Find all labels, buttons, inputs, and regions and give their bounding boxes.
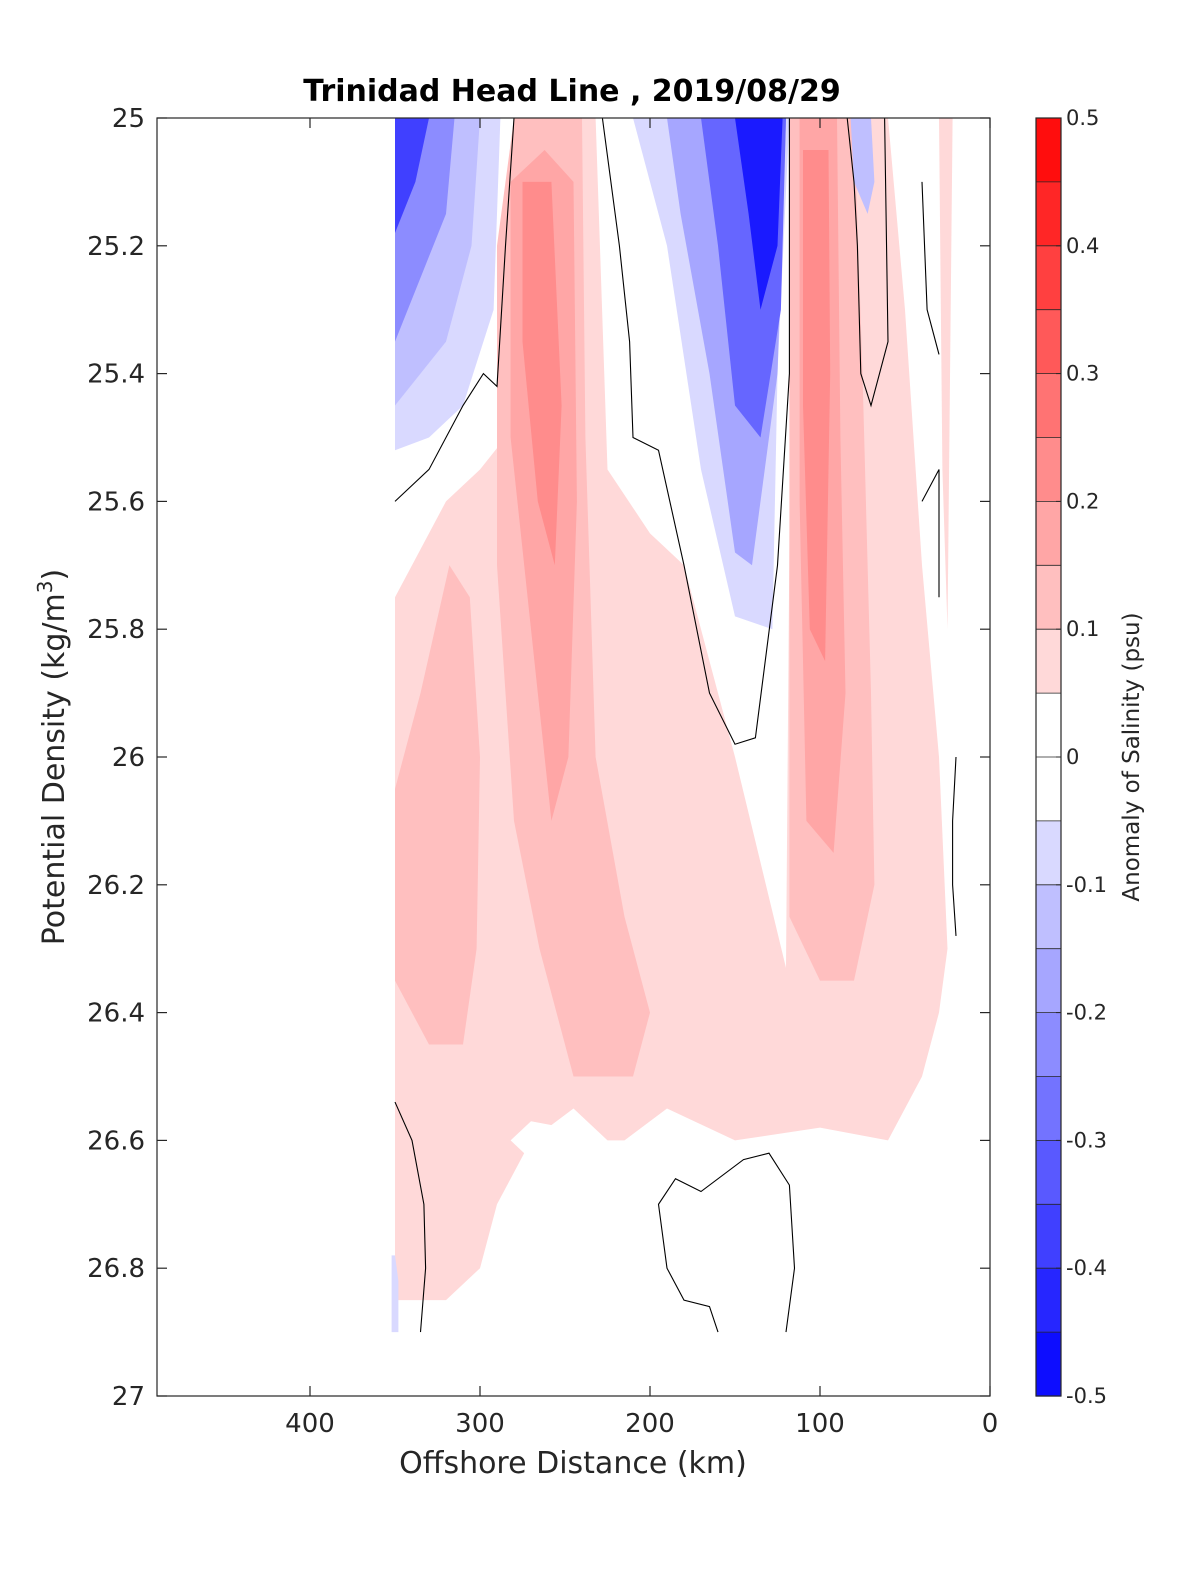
colorbar-band — [1036, 693, 1061, 758]
colorbar-band — [1036, 373, 1061, 439]
y-axis: 25 25.2 25.4 25.6 25.8 26 26.2 26.4 26.6 26.8 27 — [87, 104, 990, 1412]
salty-core-central-peak — [522, 181, 562, 566]
zero-contour-nearshore — [846, 117, 889, 408]
colorbar-band — [1036, 1140, 1061, 1205]
zero-contour-central — [601, 117, 790, 745]
zero-contour-deep-central — [657, 1152, 796, 1333]
y-tick-label: 25.8 — [87, 615, 145, 645]
y-axis-label: Potential Density (kg/m3) — [33, 569, 72, 945]
colorbar-band — [1036, 501, 1061, 566]
coastal-salty-strip — [939, 118, 953, 630]
x-tick-label: 0 — [982, 1409, 999, 1439]
colorbar-band — [1036, 1268, 1061, 1333]
colorbar: 0.5 0.4 0.3 0.2 0.1 0 -0.1 -0.2 -0.3 -0.4 -0.5 Ano… — [1035, 106, 1145, 1408]
colorbar-tick-label: 0.2 — [1066, 489, 1099, 513]
colorbar-tick-label: -0.1 — [1066, 873, 1107, 897]
y-tick-label: 27 — [112, 1382, 145, 1412]
y-tick-label: 25.6 — [87, 487, 145, 517]
colorbar-band — [1036, 245, 1061, 311]
y-tick-label: 25.2 — [87, 232, 145, 262]
anomaly-field — [391, 118, 953, 1333]
y-tick-label: 26.2 — [87, 871, 145, 901]
colorbar-tick-label: -0.4 — [1066, 1256, 1107, 1280]
x-tick-label: 100 — [795, 1409, 845, 1439]
zero-contour-coastal-2 — [921, 469, 940, 598]
x-axis: 400 300 200 100 0 — [285, 118, 998, 1439]
colorbar-band — [1036, 884, 1061, 950]
fresh-lobe-offshore-core — [395, 118, 429, 234]
colorbar-tick-label: 0.4 — [1066, 234, 1099, 258]
colorbar-band — [1036, 118, 1061, 183]
colorbar-band — [1036, 757, 1061, 822]
colorbar-band — [1036, 1012, 1061, 1078]
fresh-pocket-deep — [391, 1255, 399, 1333]
fresh-pocket-nearshore — [850, 118, 875, 214]
colorbar-tick-label: -0.3 — [1066, 1128, 1107, 1152]
y-tick-label: 25.4 — [87, 360, 145, 390]
colorbar-band — [1036, 181, 1061, 247]
colorbar-band — [1036, 948, 1061, 1014]
y-tick-label: 26.4 — [87, 999, 145, 1029]
zero-contour-deep-offshore — [394, 1101, 427, 1333]
colorbar-band — [1036, 565, 1061, 630]
zero-contour-coastal-1 — [921, 181, 940, 355]
colorbar-band — [1036, 629, 1061, 694]
colorbar-band — [1036, 437, 1061, 502]
colorbar-band — [1036, 1332, 1061, 1397]
salty-core-nearshore-peak — [803, 149, 831, 662]
y-tick-label: 26.6 — [87, 1126, 145, 1156]
colorbar-label: Anomaly of Salinity (psu) — [1119, 612, 1145, 901]
zero-contour-offshore — [394, 117, 515, 502]
y-tick-label: 26.8 — [87, 1254, 145, 1284]
x-tick-label: 200 — [625, 1409, 675, 1439]
colorbar-tick-label: -0.2 — [1066, 1001, 1107, 1025]
x-tick-label: 300 — [455, 1409, 505, 1439]
colorbar-band — [1036, 1204, 1061, 1269]
colorbar-band — [1036, 1076, 1061, 1141]
colorbar-tick-label: 0.3 — [1066, 362, 1099, 386]
chart-title: Trinidad Head Line , 2019/08/29 — [303, 74, 840, 109]
colorbar-tick-label: -0.5 — [1066, 1384, 1107, 1408]
colorbar-tick-label: 0.1 — [1066, 617, 1099, 641]
colorbar-band — [1036, 820, 1061, 886]
plot-area: 400 300 200 100 0 25 25.2 25.4 25.6 25.8 26 26.2 26… — [87, 104, 998, 1439]
colorbar-tick-label: 0.5 — [1066, 106, 1099, 130]
zero-contour-coastal-3 — [952, 756, 957, 936]
colorbar-tick-label: 0 — [1066, 745, 1079, 769]
x-axis-label: Offshore Distance (km) — [399, 1446, 747, 1481]
near-zero-pocket — [510, 1121, 586, 1218]
salty-lobe-offshore — [395, 565, 480, 1045]
fresh-tongue-central-core — [735, 118, 783, 310]
zero-contours — [394, 117, 957, 1333]
y-tick-label: 26 — [112, 743, 145, 773]
colorbar-band — [1036, 309, 1061, 375]
x-tick-label: 400 — [285, 1409, 335, 1439]
y-tick-label: 25 — [112, 104, 145, 134]
